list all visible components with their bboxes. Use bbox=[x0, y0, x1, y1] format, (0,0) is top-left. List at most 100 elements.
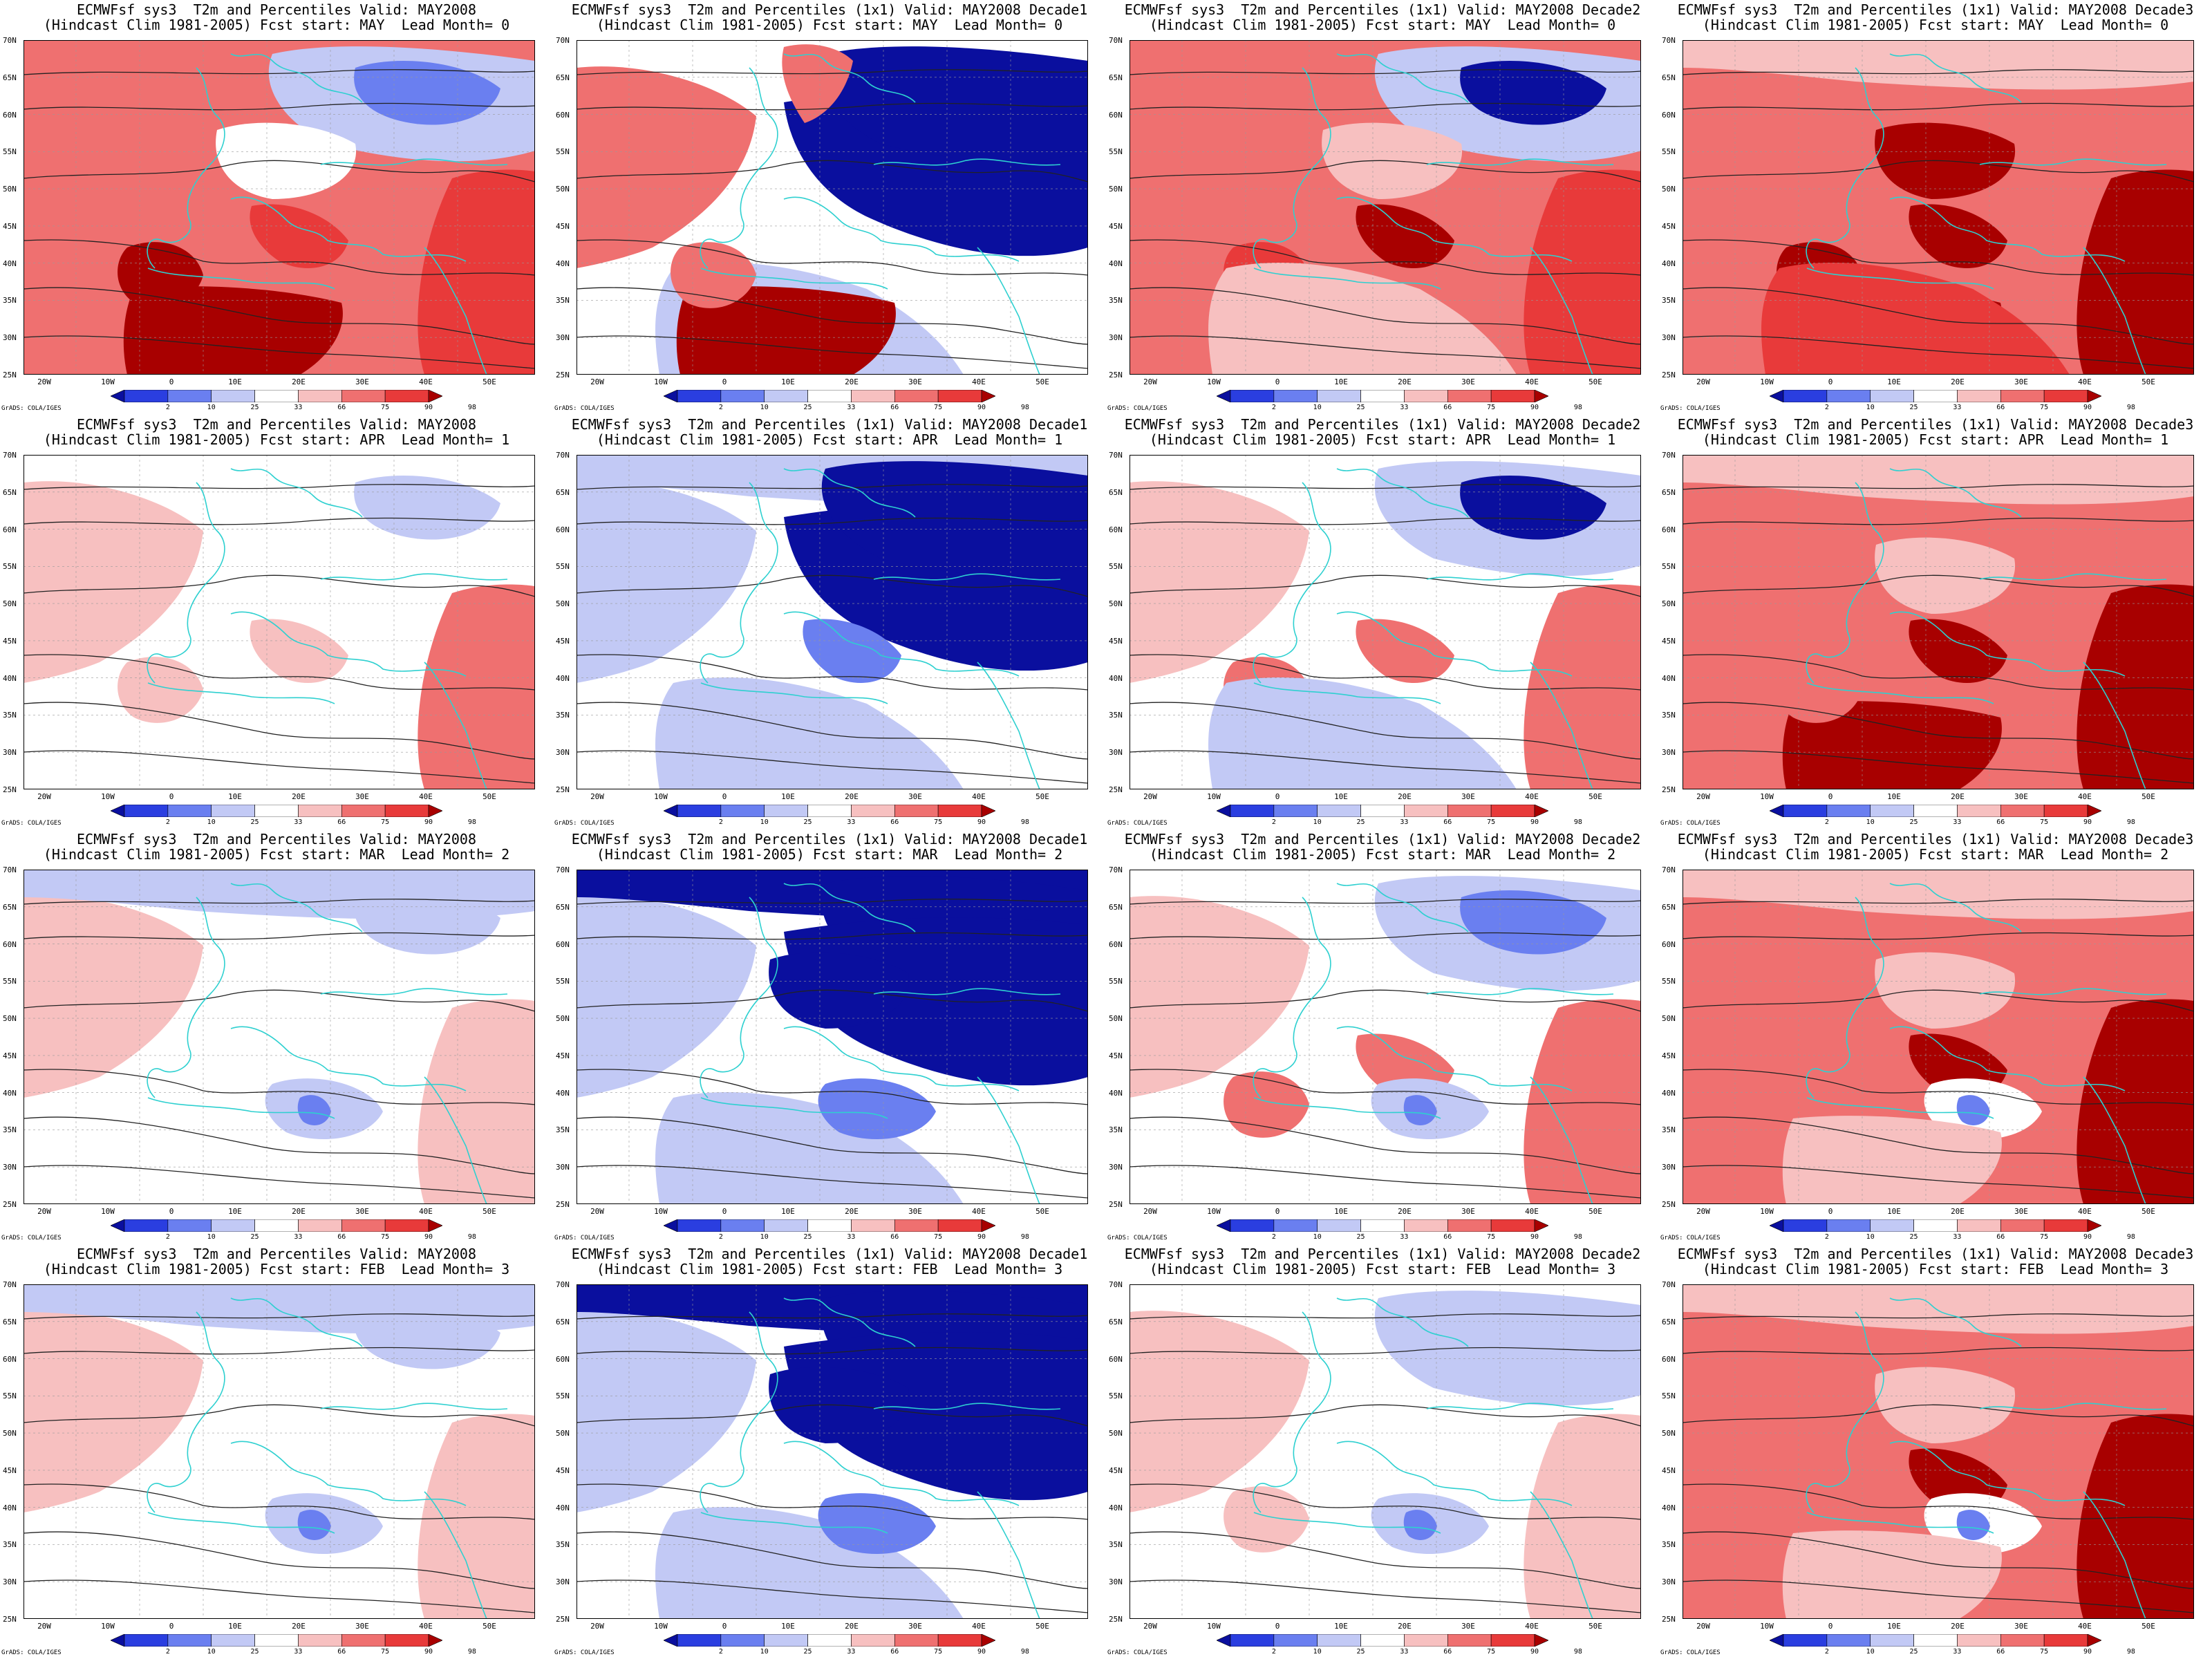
lon-tick-label: 0 bbox=[722, 1207, 727, 1216]
colorbar-label: 66 bbox=[1443, 404, 1452, 411]
temperature-contour bbox=[577, 932, 1088, 940]
percentile-map bbox=[1130, 870, 1641, 1204]
lat-tick-label: 30N bbox=[1109, 1163, 1123, 1172]
percentile-colorbar bbox=[664, 805, 995, 817]
temperature-contour bbox=[577, 1313, 1088, 1320]
percentile-colorbar bbox=[1217, 805, 1548, 817]
colorbar-label: 10 bbox=[207, 818, 216, 826]
panel-title-line1: ECMWFsf sys3 T2m and Percentiles (1x1) V… bbox=[1677, 416, 2194, 433]
colorbar-label: 33 bbox=[1953, 404, 1962, 411]
lat-tick-label: 25N bbox=[556, 785, 570, 794]
panel-title-line2: (Hindcast Clim 1981-2005) Fcst start: MA… bbox=[596, 846, 1063, 863]
percentile-region bbox=[577, 66, 756, 268]
lon-tick-label: 0 bbox=[1275, 792, 1280, 801]
percentile-region bbox=[1130, 896, 1309, 1098]
colorbar-label: 66 bbox=[890, 1233, 899, 1241]
lon-tick-label: 30E bbox=[2014, 1622, 2028, 1631]
lat-tick-label: 60N bbox=[1109, 525, 1123, 534]
map-panel: ECMWFsf sys3 T2m and Percentiles (1x1) V… bbox=[1659, 830, 2212, 1244]
percentile-map bbox=[24, 870, 535, 1204]
temperature-contour bbox=[1683, 69, 2194, 75]
lat-tick-label: 30N bbox=[556, 1577, 570, 1587]
lat-tick-label: 40N bbox=[556, 673, 570, 683]
temperature-contour bbox=[577, 335, 1088, 369]
lon-tick-label: 10W bbox=[654, 1622, 668, 1631]
coastline bbox=[1806, 482, 1884, 684]
lat-tick-label: 60N bbox=[1662, 110, 1676, 120]
percentile-colorbar bbox=[1217, 1219, 1548, 1232]
lat-tick-label: 60N bbox=[1109, 939, 1123, 949]
lon-tick-label: 20W bbox=[1143, 1622, 1157, 1631]
coastline bbox=[1336, 53, 1469, 103]
lon-tick-label: 10E bbox=[781, 792, 795, 801]
coastline bbox=[1979, 573, 2167, 581]
lat-tick-label: 45N bbox=[1662, 1051, 1676, 1060]
colorbar-label: 25 bbox=[250, 1233, 259, 1241]
coastline bbox=[230, 468, 363, 518]
percentile-region bbox=[1524, 999, 1641, 1204]
lat-tick-label: 65N bbox=[556, 1317, 570, 1327]
lat-tick-label: 45N bbox=[3, 636, 17, 646]
coastline bbox=[230, 196, 467, 262]
coastline bbox=[1336, 468, 1469, 518]
colorbar-label: 98 bbox=[1020, 1233, 1029, 1241]
lat-tick-label: 60N bbox=[556, 525, 570, 534]
colorbar-label: 66 bbox=[1996, 818, 2005, 826]
temperature-contour bbox=[577, 287, 1088, 345]
lat-tick-label: 60N bbox=[556, 939, 570, 949]
grads-credit: GrADS: COLA/IGES bbox=[1, 405, 62, 412]
lat-tick-label: 35N bbox=[556, 296, 570, 306]
lon-tick-label: 50E bbox=[1588, 1622, 1602, 1631]
percentile-colorbar bbox=[1770, 1634, 2101, 1647]
lat-tick-label: 60N bbox=[3, 939, 17, 949]
percentile-map bbox=[1683, 1284, 2194, 1619]
lat-tick-label: 50N bbox=[556, 1429, 570, 1438]
coastline bbox=[1253, 268, 1441, 290]
colorbar-label: 66 bbox=[890, 404, 899, 411]
colorbar-label: 75 bbox=[2040, 1648, 2049, 1656]
temperature-contour bbox=[1130, 574, 1641, 597]
lon-tick-label: 30E bbox=[908, 377, 922, 386]
lat-tick-label: 70N bbox=[1662, 36, 1676, 45]
coastline bbox=[873, 1403, 1061, 1410]
lat-tick-label: 40N bbox=[556, 1503, 570, 1512]
colorbar-label: 33 bbox=[847, 1648, 856, 1656]
temperature-contour bbox=[1130, 702, 1641, 760]
colorbar-label: 90 bbox=[1530, 404, 1539, 411]
coastline bbox=[1806, 897, 1884, 1098]
lat-tick-label: 55N bbox=[1662, 1391, 1676, 1401]
map-panel: ECMWFsf sys3 T2m and Percentiles Valid: … bbox=[0, 1244, 553, 1659]
lon-tick-label: 20E bbox=[292, 1207, 306, 1216]
coastline bbox=[147, 1097, 335, 1119]
percentile-region bbox=[655, 1091, 964, 1204]
lat-tick-label: 55N bbox=[1662, 562, 1676, 572]
lat-tick-label: 65N bbox=[1109, 902, 1123, 912]
panel-title-line1: ECMWFsf sys3 T2m and Percentiles (1x1) V… bbox=[1124, 831, 1641, 847]
lon-tick-label: 20E bbox=[1951, 1207, 1965, 1216]
lon-tick-label: 20E bbox=[1398, 1207, 1412, 1216]
percentile-region bbox=[655, 677, 964, 789]
lat-tick-label: 50N bbox=[1662, 599, 1676, 609]
lat-tick-label: 25N bbox=[1662, 371, 1676, 379]
colorbar-label: 90 bbox=[2083, 1233, 2092, 1241]
colorbar-label: 33 bbox=[1400, 404, 1409, 411]
colorbar-label: 66 bbox=[337, 1648, 346, 1656]
lat-tick-label: 60N bbox=[556, 1354, 570, 1364]
temperature-contour bbox=[1130, 750, 1641, 784]
lat-tick-label: 30N bbox=[3, 1163, 17, 1172]
colorbar-label: 90 bbox=[424, 1648, 433, 1656]
lon-tick-label: 30E bbox=[908, 792, 922, 801]
colorbar-label: 33 bbox=[1400, 818, 1409, 826]
lat-tick-label: 30N bbox=[1109, 748, 1123, 758]
lat-tick-label: 40N bbox=[3, 1503, 17, 1512]
lat-tick-label: 25N bbox=[1109, 371, 1123, 379]
lon-tick-label: 20E bbox=[292, 792, 306, 801]
temperature-contour bbox=[1683, 1531, 2194, 1589]
percentile-region bbox=[123, 286, 343, 375]
lon-tick-label: 20E bbox=[1951, 792, 1965, 801]
colorbar-label: 98 bbox=[467, 1233, 476, 1241]
lat-tick-label: 25N bbox=[3, 1200, 17, 1209]
lat-tick-label: 25N bbox=[1662, 1615, 1676, 1624]
temperature-contour bbox=[577, 1069, 1088, 1105]
lat-tick-label: 40N bbox=[1662, 673, 1676, 683]
